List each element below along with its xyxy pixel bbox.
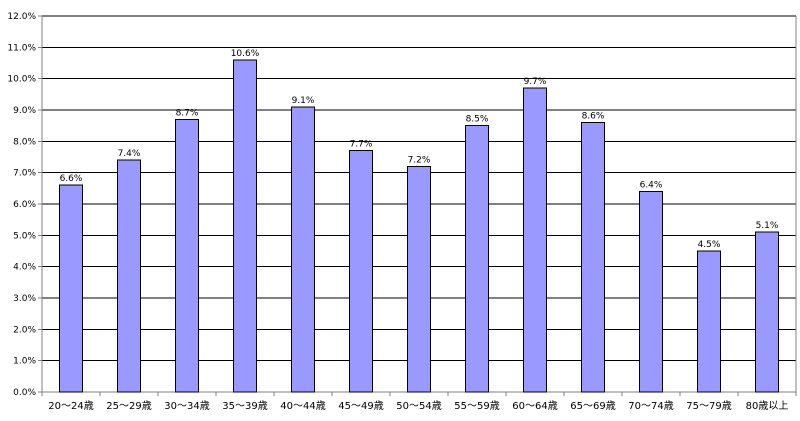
x-tick-label: 75～79歳 bbox=[686, 400, 731, 412]
x-tick-label: 20～24歳 bbox=[48, 400, 93, 412]
bar-12 bbox=[696, 250, 722, 393]
x-tick-label: 70～74歳 bbox=[628, 400, 673, 412]
y-tick-label: 5.0% bbox=[13, 231, 36, 241]
bar-9 bbox=[522, 87, 548, 393]
data-label: 8.7% bbox=[176, 108, 199, 118]
y-tick-label: 3.0% bbox=[13, 294, 36, 304]
y-tick-label: 8.0% bbox=[13, 137, 36, 147]
y-tick-label: 7.0% bbox=[13, 169, 36, 179]
y-tick-label: 0.0% bbox=[13, 388, 36, 398]
x-tick-label: 40～44歳 bbox=[280, 400, 325, 412]
y-tick-label: 1.0% bbox=[13, 357, 36, 367]
y-tick-label: 6.0% bbox=[13, 200, 36, 210]
data-label: 6.4% bbox=[640, 180, 663, 190]
data-label: 7.4% bbox=[118, 149, 141, 159]
y-tick-label: 12.0% bbox=[7, 12, 36, 22]
data-label: 8.6% bbox=[582, 112, 605, 122]
bar-13 bbox=[754, 231, 780, 393]
x-tick-label: 50～54歳 bbox=[396, 400, 441, 412]
data-label: 6.6% bbox=[60, 174, 83, 184]
bar-8 bbox=[464, 125, 490, 393]
bar-2 bbox=[116, 159, 142, 393]
bar-10 bbox=[580, 122, 606, 393]
x-tick-label: 80歳以上 bbox=[746, 400, 789, 412]
y-tick-label: 4.0% bbox=[13, 263, 36, 273]
data-label: 7.7% bbox=[350, 140, 373, 150]
bar-6 bbox=[348, 150, 374, 393]
bar-7 bbox=[406, 165, 432, 393]
y-tick-label: 11.0% bbox=[7, 43, 36, 53]
bar-4 bbox=[232, 59, 258, 393]
y-tick-label: 9.0% bbox=[13, 106, 36, 116]
y-tick-label: 2.0% bbox=[13, 325, 36, 335]
x-tick-label: 30～34歳 bbox=[164, 400, 209, 412]
y-tick-label: 10.0% bbox=[7, 75, 36, 85]
label-layer: 6.6% 20～24歳 7.4% 25～29歳 8.7% 30～34歳 10.6% 35～39… bbox=[48, 49, 788, 412]
x-tick-label: 65～69歳 bbox=[570, 400, 615, 412]
x-tick-label: 45～49歳 bbox=[338, 400, 383, 412]
axis-layer: 0.0% 1.0% 2.0% 3.0% 4.0% 5.0% 6.0% 7.0% 8.0% 9.0%… bbox=[7, 12, 797, 398]
data-label: 9.1% bbox=[292, 96, 315, 106]
x-tick-label: 35～39歳 bbox=[222, 400, 267, 412]
data-label: 8.5% bbox=[466, 115, 489, 125]
data-label: 9.7% bbox=[524, 77, 547, 87]
x-tick-label: 25～29歳 bbox=[106, 400, 151, 412]
bar-5 bbox=[290, 106, 316, 393]
data-label: 10.6% bbox=[231, 49, 260, 59]
x-tick-label: 60～64歳 bbox=[512, 400, 557, 412]
bar-layer bbox=[58, 59, 780, 393]
bar-1 bbox=[58, 184, 84, 393]
data-label: 5.1% bbox=[756, 221, 779, 231]
bar-3 bbox=[174, 118, 200, 393]
data-label: 7.2% bbox=[408, 155, 431, 165]
bar-11 bbox=[638, 190, 664, 393]
x-tick-label: 55～59歳 bbox=[454, 400, 499, 412]
data-label: 4.5% bbox=[698, 240, 721, 250]
